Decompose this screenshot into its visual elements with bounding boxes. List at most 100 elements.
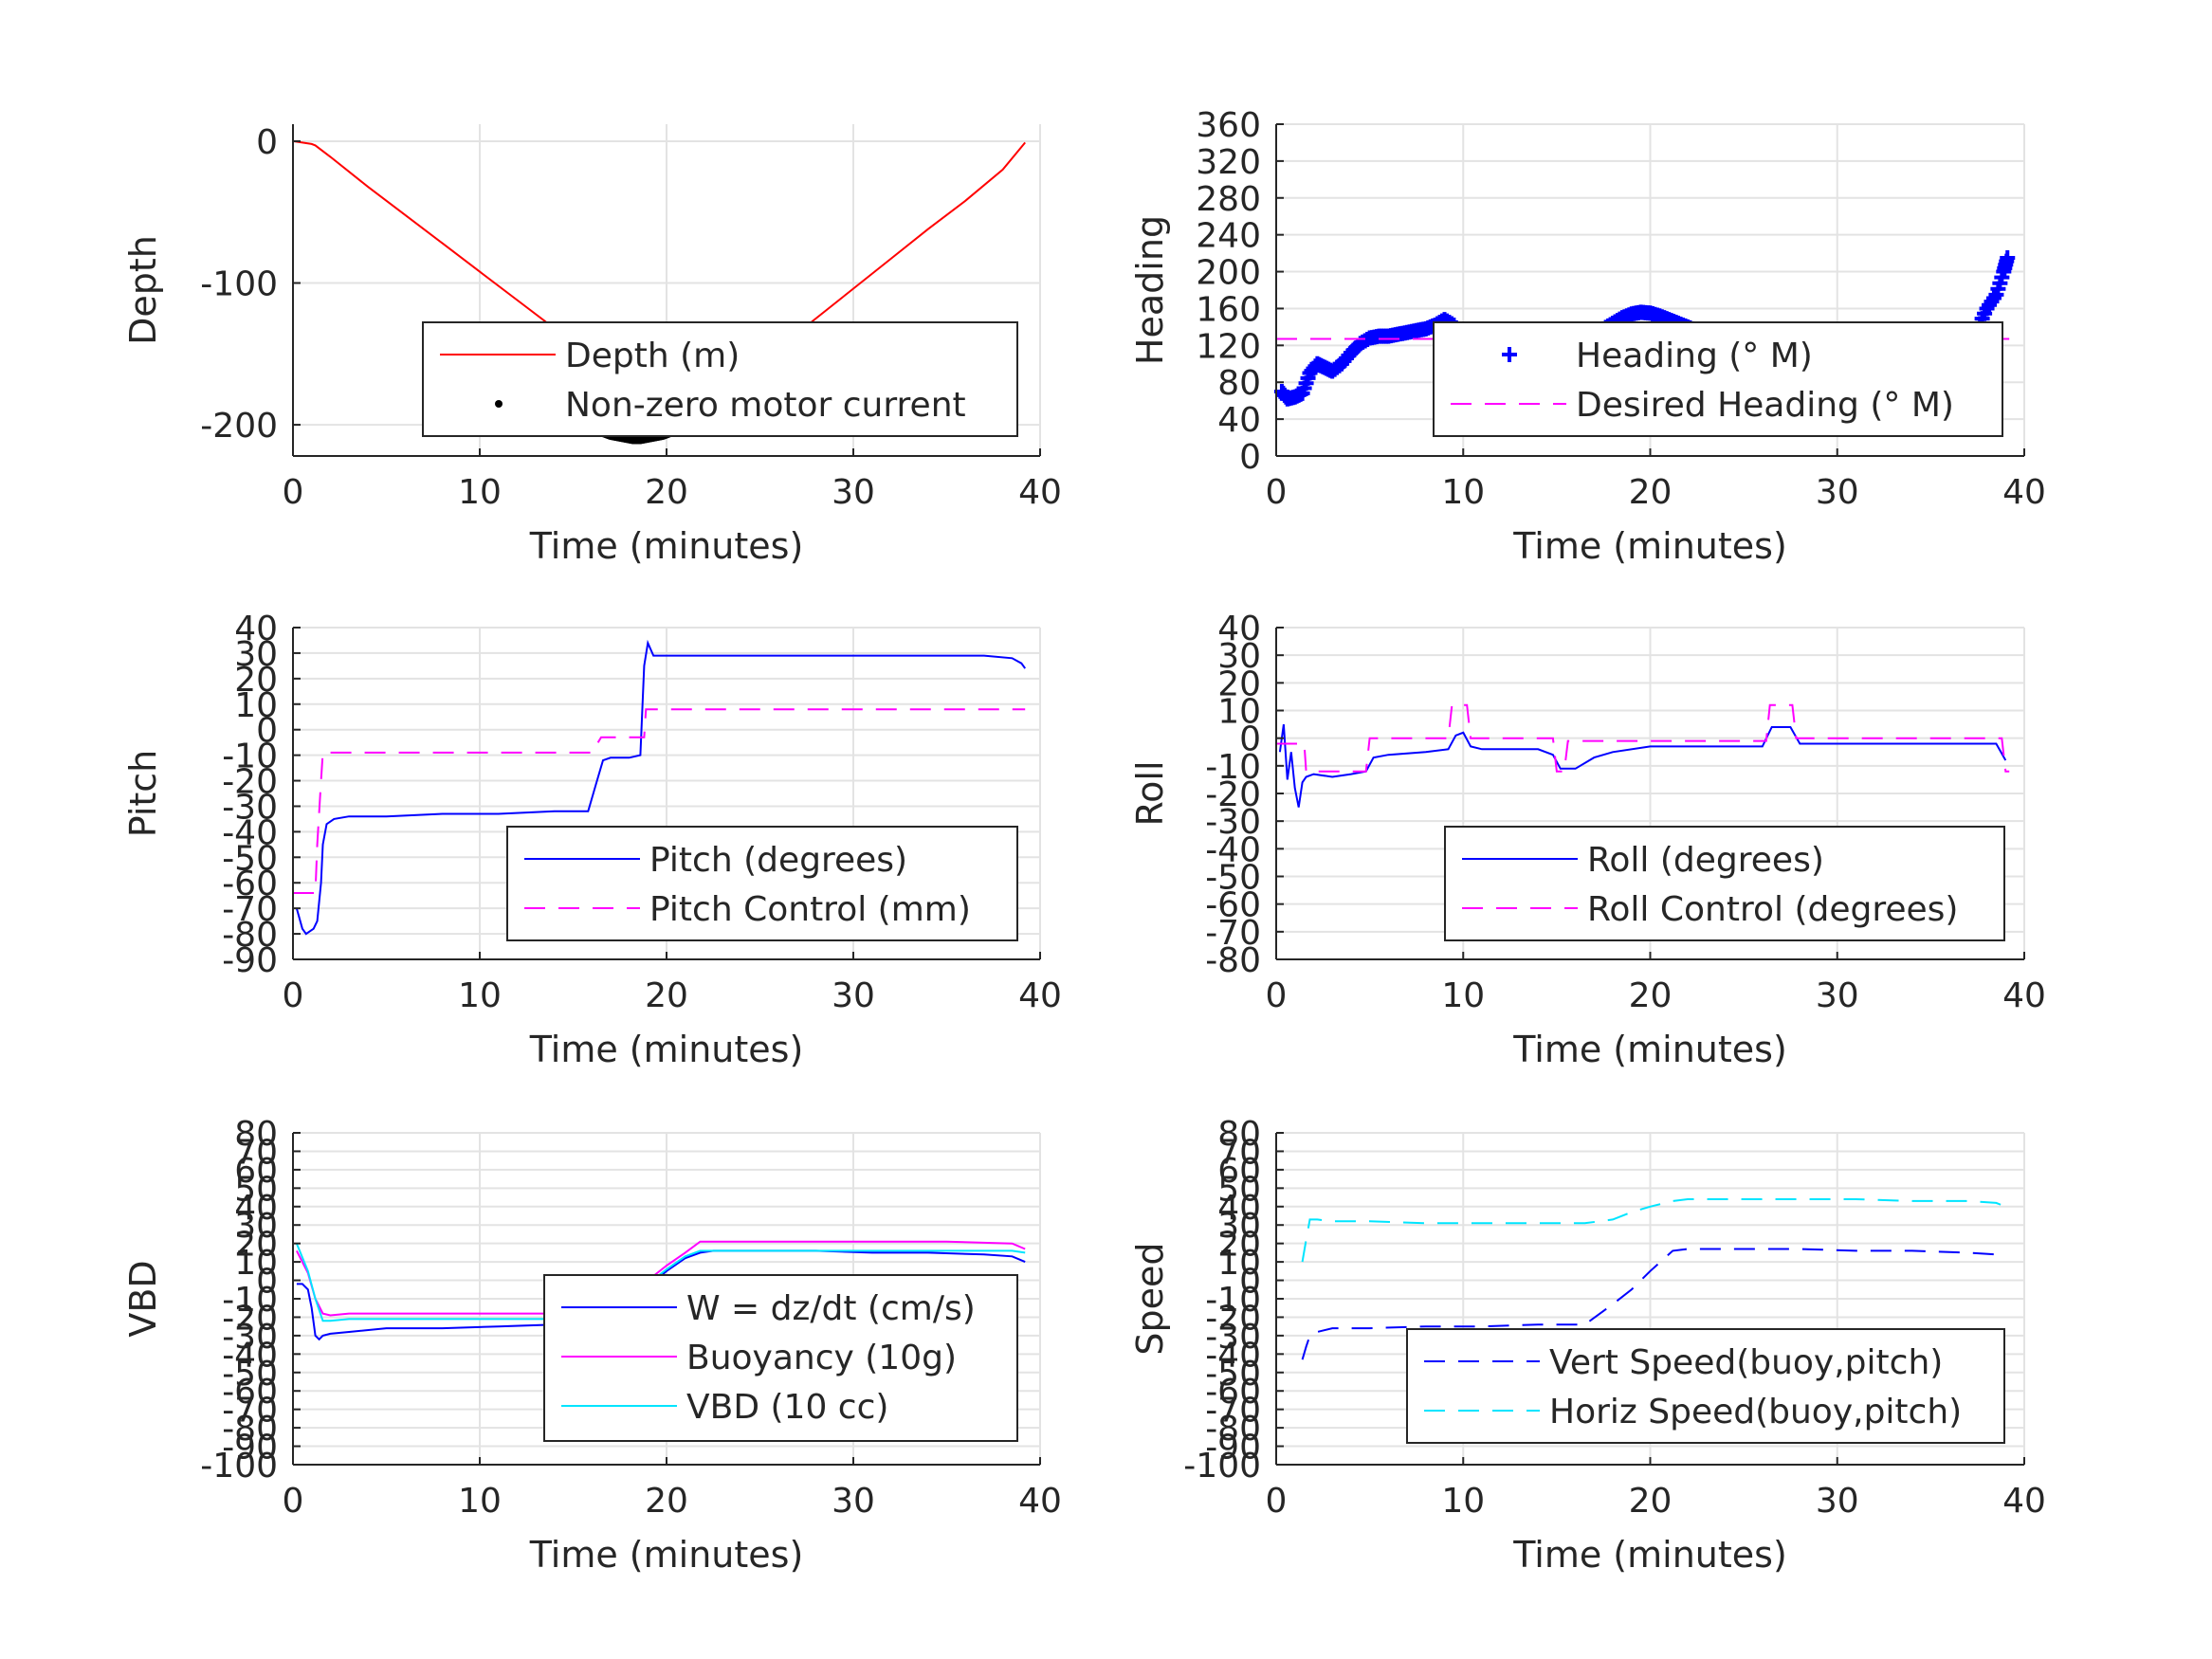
y-tick-label: -20 [1205, 775, 1261, 814]
y-tick-label: -200 [200, 407, 278, 446]
y-tick-label: 20 [1217, 1226, 1261, 1265]
x-tick-label: 40 [2002, 1482, 2046, 1521]
x-tick-label: 10 [458, 976, 502, 1015]
y-tick-label: 80 [1217, 364, 1261, 403]
chart-panel-1: 0 10 20 30 40 0 -100 -200 Time (minutes) Depth Dep… [122, 123, 1062, 567]
y-tick-label: -60 [222, 1373, 278, 1412]
x-tick-label: 30 [832, 1482, 875, 1521]
x-axis-label: Time (minutes) [1512, 525, 1787, 567]
y-tick-label: 40 [234, 610, 278, 648]
data-point [2000, 249, 2016, 265]
chart-panel-3: 0 10 20 30 40-90-80-70-60-50-40-30-20-100102… [122, 610, 1062, 1070]
series-line [1301, 1248, 2006, 1360]
y-tick-label: -30 [222, 1318, 278, 1357]
y-tick-label: 40 [234, 1189, 278, 1228]
y-tick-label: 0 [1239, 1263, 1261, 1302]
y-tick-label: 30 [1217, 637, 1261, 676]
y-tick-label: 280 [1196, 180, 1261, 219]
legend-label: Horiz Speed(buoy,pitch) [1549, 1393, 1962, 1431]
chart-panel-6: 0 10 20 30 40-100-90-80-70-60-50-40-30-20-10… [1129, 1115, 2046, 1576]
legend-box [422, 321, 1018, 437]
y-tick-label: -10 [1205, 748, 1261, 787]
legend-label: Depth (m) [565, 337, 740, 375]
x-axis-label: Time (minutes) [529, 525, 804, 567]
series-2 [1301, 1198, 2006, 1263]
legend-box [1444, 826, 2005, 941]
x-axis-label: Time (minutes) [1512, 1534, 1787, 1576]
series-2 [293, 708, 1026, 894]
x-tick-label: 0 [283, 473, 304, 512]
y-tick-label: 70 [1217, 1133, 1261, 1172]
series-line [1278, 723, 2007, 808]
x-axis-label: Time (minutes) [529, 1534, 804, 1576]
x-tick-label: 10 [458, 473, 502, 512]
y-tick-label: -80 [222, 1410, 278, 1449]
x-tick-label: 20 [645, 976, 688, 1015]
x-tick-label: 30 [1816, 976, 1859, 1015]
chart-panel-5: 0 10 20 30 40-100-90-80-70-60-50-40-30-20-10… [122, 1115, 1062, 1576]
legend-label: Vert Speed(buoy,pitch) [1549, 1343, 1943, 1382]
y-tick-label: -50 [222, 1355, 278, 1394]
x-tick-label: 10 [1441, 473, 1485, 512]
y-tick-label: -80 [1205, 1410, 1261, 1449]
y-tick-label: -70 [222, 1392, 278, 1431]
x-tick-label: 30 [1816, 1482, 1859, 1521]
y-tick-label: 320 [1196, 143, 1261, 182]
y-tick-label: 50 [234, 1170, 278, 1209]
y-tick-label: 10 [234, 1244, 278, 1283]
legend: Pitch (degrees) Pitch Control (mm) [506, 826, 1018, 941]
x-tick-label: 20 [1629, 976, 1673, 1015]
y-tick-label: 120 [1196, 327, 1261, 366]
x-tick-label: 40 [2002, 473, 2046, 512]
y-tick-label: -20 [222, 763, 278, 802]
y-tick-label: 40 [1217, 610, 1261, 648]
y-tick-label: 80 [1217, 1115, 1261, 1154]
legend-label: Roll (degrees) [1587, 841, 1824, 880]
legend-label: Buoyancy (10g) [686, 1339, 957, 1377]
y-tick-label: -90 [222, 941, 278, 980]
y-tick-label: -30 [222, 788, 278, 827]
y-tick-label: -10 [222, 738, 278, 776]
legend-label: Desired Heading (° M) [1576, 386, 1954, 425]
y-tick-label: 20 [234, 1226, 278, 1265]
y-tick-label: 60 [234, 1152, 278, 1191]
legend-box [1433, 321, 2003, 437]
y-tick-label: 40 [1217, 1189, 1261, 1228]
y-tick-label: 60 [1217, 1152, 1261, 1191]
x-tick-label: 30 [832, 473, 875, 512]
y-tick-label: 0 [1239, 720, 1261, 759]
y-axis-label: Roll [1129, 760, 1171, 826]
y-tick-label: 0 [256, 1263, 278, 1302]
x-tick-label: 40 [2002, 976, 2046, 1015]
x-tick-label: 20 [1629, 473, 1673, 512]
y-tick-label: -70 [1205, 1392, 1261, 1431]
x-tick-label: 40 [1018, 473, 1062, 512]
x-tick-label: 10 [1441, 1482, 1485, 1521]
y-tick-label: -60 [1205, 886, 1261, 925]
legend-box [543, 1274, 1018, 1442]
legend-label: VBD (10 cc) [686, 1388, 888, 1427]
x-tick-label: 0 [283, 976, 304, 1015]
x-tick-label: 40 [1018, 976, 1062, 1015]
y-tick-label: -100 [1183, 1447, 1261, 1486]
x-axis-label: Time (minutes) [529, 1029, 804, 1070]
y-tick-label: 240 [1196, 217, 1261, 256]
y-tick-label: 70 [234, 1133, 278, 1172]
x-tick-label: 20 [645, 473, 688, 512]
series-1 [1301, 1248, 2006, 1360]
x-tick-label: 0 [1266, 976, 1288, 1015]
y-tick-label: 80 [234, 1115, 278, 1154]
y-axis-label: VBD [122, 1260, 164, 1337]
y-tick-label: -90 [1205, 1429, 1261, 1468]
y-tick-label: 30 [1217, 1207, 1261, 1246]
legend-label: Heading (° M) [1576, 337, 1813, 375]
series-line [293, 708, 1026, 894]
y-tick-label: -10 [222, 1281, 278, 1320]
y-tick-label: 200 [1196, 254, 1261, 293]
legend-label: Non-zero motor current [565, 386, 966, 425]
chart-panel-4: 0 10 20 30 40-80-70-60-50-40-30-20-100102030… [1129, 610, 2046, 1070]
y-tick-label: -100 [200, 1447, 278, 1486]
legend-marker [1502, 347, 1517, 362]
series-line [295, 639, 1027, 936]
